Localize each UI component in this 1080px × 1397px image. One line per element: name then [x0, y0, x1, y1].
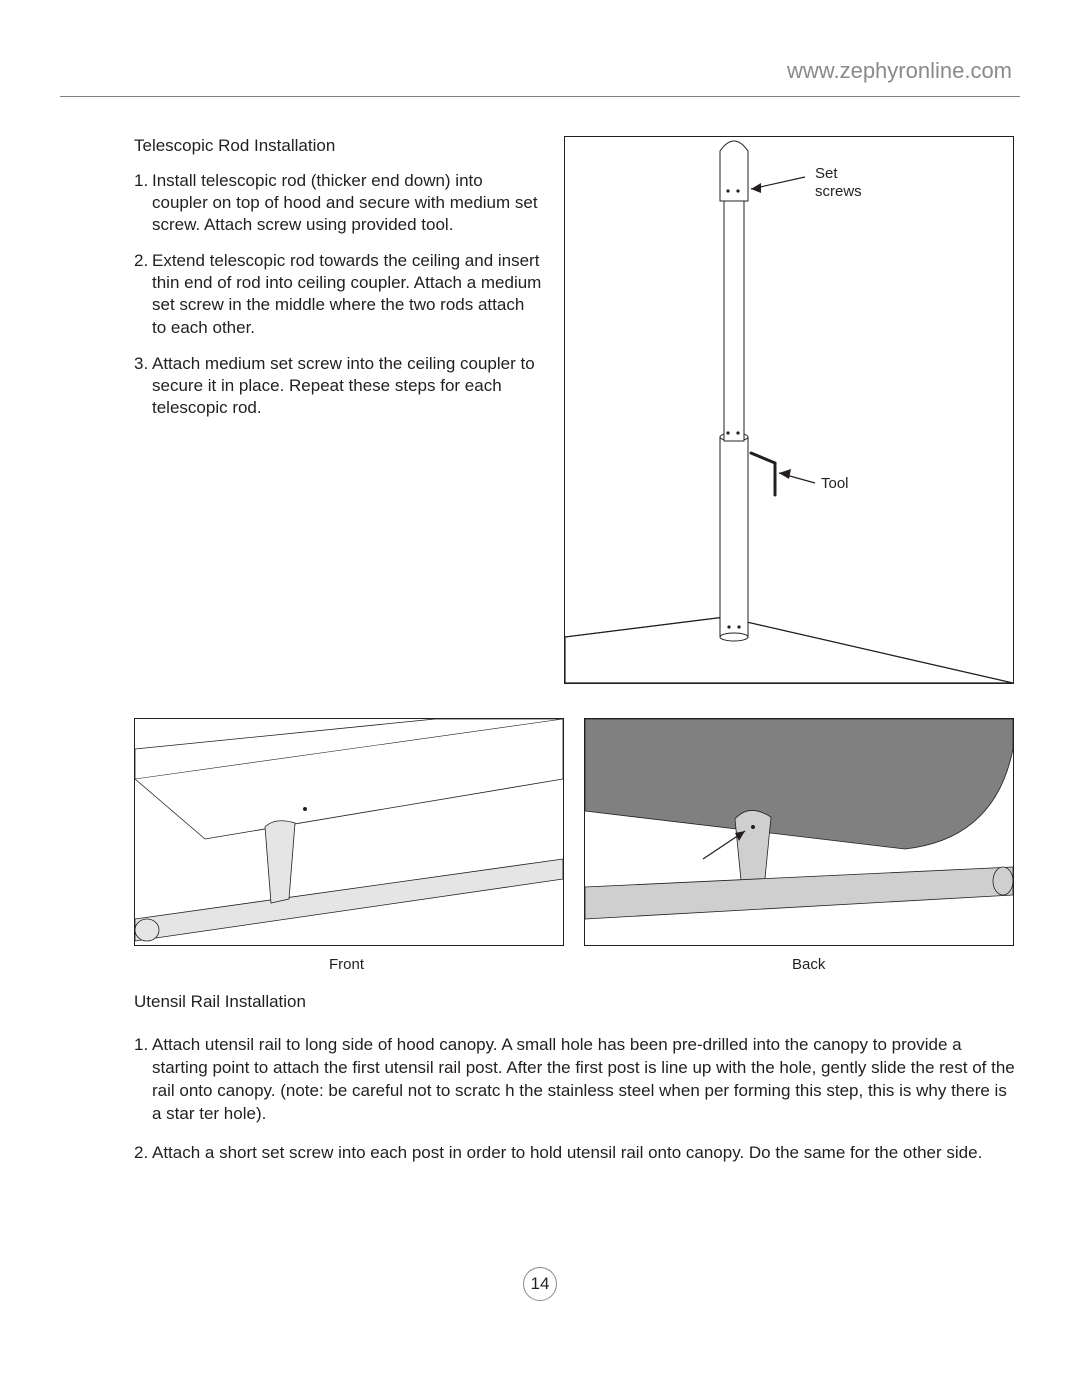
list-item: 1. Install telescopic rod (thicker end d…	[134, 170, 542, 236]
list-item: 2. Attach a short set screw into each po…	[134, 1142, 1020, 1165]
section1-body: 1. Install telescopic rod (thicker end d…	[134, 170, 542, 419]
item-text: Attach a short set screw into each post …	[152, 1142, 1020, 1165]
list-item: 1. Attach utensil rail to long side of h…	[134, 1034, 1020, 1126]
page-number: 14	[523, 1267, 557, 1301]
item-number: 2.	[134, 250, 152, 338]
item-number: 2.	[134, 1142, 152, 1165]
label-set-screws: Set screws	[815, 165, 862, 201]
item-text: Extend telescopic rod towards the ceilin…	[152, 250, 542, 338]
label-tool: Tool	[821, 475, 849, 493]
section2-title: Utensil Rail Installation	[134, 992, 306, 1012]
page: www.zephyronline.com Installation - Moun…	[60, 40, 1020, 1357]
content: Telescopic Rod Installation 1. Install t…	[134, 136, 1020, 1357]
item-text: Install telescopic rod (thicker end down…	[152, 170, 542, 236]
caption-front: Front	[329, 956, 364, 973]
caption-back: Back	[792, 956, 825, 973]
figure-row: Set screw	[134, 718, 1020, 948]
site-url: www.zephyronline.com	[787, 58, 1012, 84]
list-item: 3. Attach medium set screw into the ceil…	[134, 353, 542, 419]
item-text: Attach utensil rail to long side of hood…	[152, 1034, 1020, 1126]
back-diagram	[585, 719, 1013, 945]
front-diagram	[135, 719, 563, 945]
list-item: 2. Extend telescopic rod towards the cei…	[134, 250, 542, 338]
item-number: 1.	[134, 170, 152, 236]
item-number: 1.	[134, 1034, 152, 1126]
figure-front	[134, 718, 564, 946]
item-number: 3.	[134, 353, 152, 419]
figure-telescopic-rod: Set screws Tool	[564, 136, 1014, 684]
section2-body: 1. Attach utensil rail to long side of h…	[134, 1034, 1020, 1181]
item-text: Attach medium set screw into the ceiling…	[152, 353, 542, 419]
telescopic-rod-diagram	[565, 137, 1013, 683]
header-rule	[60, 96, 1020, 97]
label-set-screw: Set screw	[673, 845, 712, 881]
figure-back: Set screw	[584, 718, 1014, 946]
